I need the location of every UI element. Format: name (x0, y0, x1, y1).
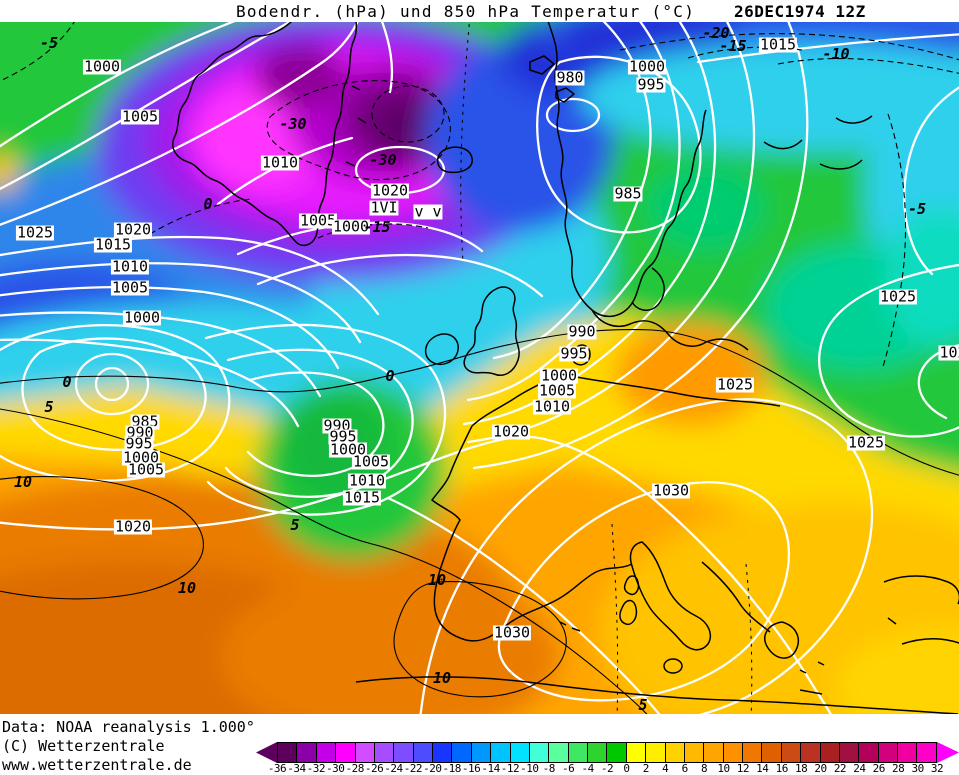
colorbar-cell (762, 743, 782, 762)
colorbar-cell (607, 743, 627, 762)
colorbar-tick-label: 30 (911, 762, 924, 775)
colorbar-right-arrow-icon (937, 742, 959, 763)
colorbar-tick-label: 0 (623, 762, 630, 775)
website-label: www.wetterzentrale.de (2, 756, 192, 774)
temperature-colorbar: -36 -34 -32 -30 -28 -26 -24 -22 -20 -18 -16 -14 -12-… (256, 740, 959, 775)
datetime-label: 26DEC1974 12Z (734, 2, 866, 21)
page-title: Bodendr. (hPa) und 850 hPa Temperatur (°… (236, 2, 696, 21)
colorbar-tick-label: -34 (287, 762, 306, 775)
colorbar-cell (723, 743, 743, 762)
colorbar-tick-label: 4 (662, 762, 669, 775)
colorbar-tick-label: -12 (500, 762, 520, 775)
colorbar-cell (684, 743, 705, 762)
colorbar-tick-label: 22 (833, 762, 847, 775)
colorbar-tick-label: -18 (442, 762, 462, 775)
colorbar-cell (510, 743, 530, 762)
colorbar-tick-label: 10 (717, 762, 730, 775)
colorbar-tick-label: -32 (306, 762, 326, 775)
colorbar-tick-label: -28 (345, 762, 364, 775)
colorbar-tick-label: 2 (642, 762, 650, 775)
coastlines (172, 22, 959, 714)
colorbar-cell (529, 743, 550, 762)
weather-map: 1000 1005 1025 1020 1015 1010 1005 1000 1010 1020… (0, 22, 959, 715)
colorbar-cell (704, 743, 724, 762)
colorbar-cell (859, 743, 879, 762)
colorbar-cells (277, 742, 937, 763)
colorbar-cell (452, 743, 472, 762)
colorbar-cell (801, 743, 821, 762)
colorbar-tick-label: 16 (775, 762, 789, 775)
colorbar-cell (898, 743, 918, 762)
colorbar-tick-label: 14 (756, 762, 769, 775)
colorbar-cell (471, 743, 492, 762)
colorbar-tick-label: -2 (600, 762, 614, 775)
colorbar-tick-label: -10 (520, 762, 539, 775)
colorbar-tick-label: -36 (267, 762, 287, 775)
weather-map-svg (0, 22, 959, 714)
colorbar-cell (568, 743, 588, 762)
colorbar-tick-label: 6 (681, 762, 689, 775)
data-source-label: Data: NOAA reanalysis 1.000° (2, 718, 255, 736)
colorbar-tick-label: 26 (872, 762, 886, 775)
colorbar-cell (278, 743, 298, 762)
colorbar-cell (413, 743, 433, 762)
colorbar-tick-label: -14 (481, 762, 500, 775)
colorbar-cell (336, 743, 356, 762)
colorbar-cell (878, 743, 898, 762)
colorbar-cell (917, 743, 936, 762)
colorbar-tick-label: -22 (403, 762, 423, 775)
colorbar-tick-label: -16 (461, 762, 481, 775)
colorbar-cell (839, 743, 860, 762)
map-header: Bodendr. (hPa) und 850 hPa Temperatur (°… (0, 0, 959, 22)
colorbar-left-arrow-icon (256, 742, 277, 763)
colorbar-cell (626, 743, 647, 762)
colorbar-tick-label: 24 (853, 762, 866, 775)
colorbar-cell (433, 743, 453, 762)
colorbar-cell (665, 743, 685, 762)
colorbar-tick-label: 18 (794, 762, 808, 775)
colorbar-tick-label: -4 (581, 762, 594, 775)
colorbar-tick-label: 12 (736, 762, 750, 775)
colorbar-tick-label: -24 (384, 762, 403, 775)
colorbar-cell (491, 743, 511, 762)
colorbar-cell (646, 743, 666, 762)
colorbar-cell (820, 743, 840, 762)
colorbar-tick-label: -6 (562, 762, 575, 775)
colorbar-cell (549, 743, 569, 762)
colorbar-tick-label: 32 (930, 762, 944, 775)
colorbar-cell (355, 743, 375, 762)
colorbar-cell (316, 743, 337, 762)
colorbar-tick-label: -8 (542, 762, 556, 775)
colorbar-tick-label: -20 (423, 762, 442, 775)
copyright-label: (C) Wetterzentrale (2, 737, 165, 755)
colorbar-cell (588, 743, 608, 762)
colorbar-tick-label: 20 (814, 762, 827, 775)
colorbar-cell (743, 743, 763, 762)
colorbar-cell (297, 743, 317, 762)
colorbar-cell (781, 743, 802, 762)
colorbar-tick-label: 8 (700, 762, 708, 775)
colorbar-tick-label: -30 (326, 762, 345, 775)
colorbar-tick-label: -26 (364, 762, 384, 775)
colorbar-cell (394, 743, 414, 762)
colorbar-cell (374, 743, 395, 762)
footer-credits: Data: NOAA reanalysis 1.000° (C) Wetterz… (2, 718, 255, 775)
temperature-field (0, 22, 959, 714)
colorbar-tick-label: 28 (892, 762, 905, 775)
